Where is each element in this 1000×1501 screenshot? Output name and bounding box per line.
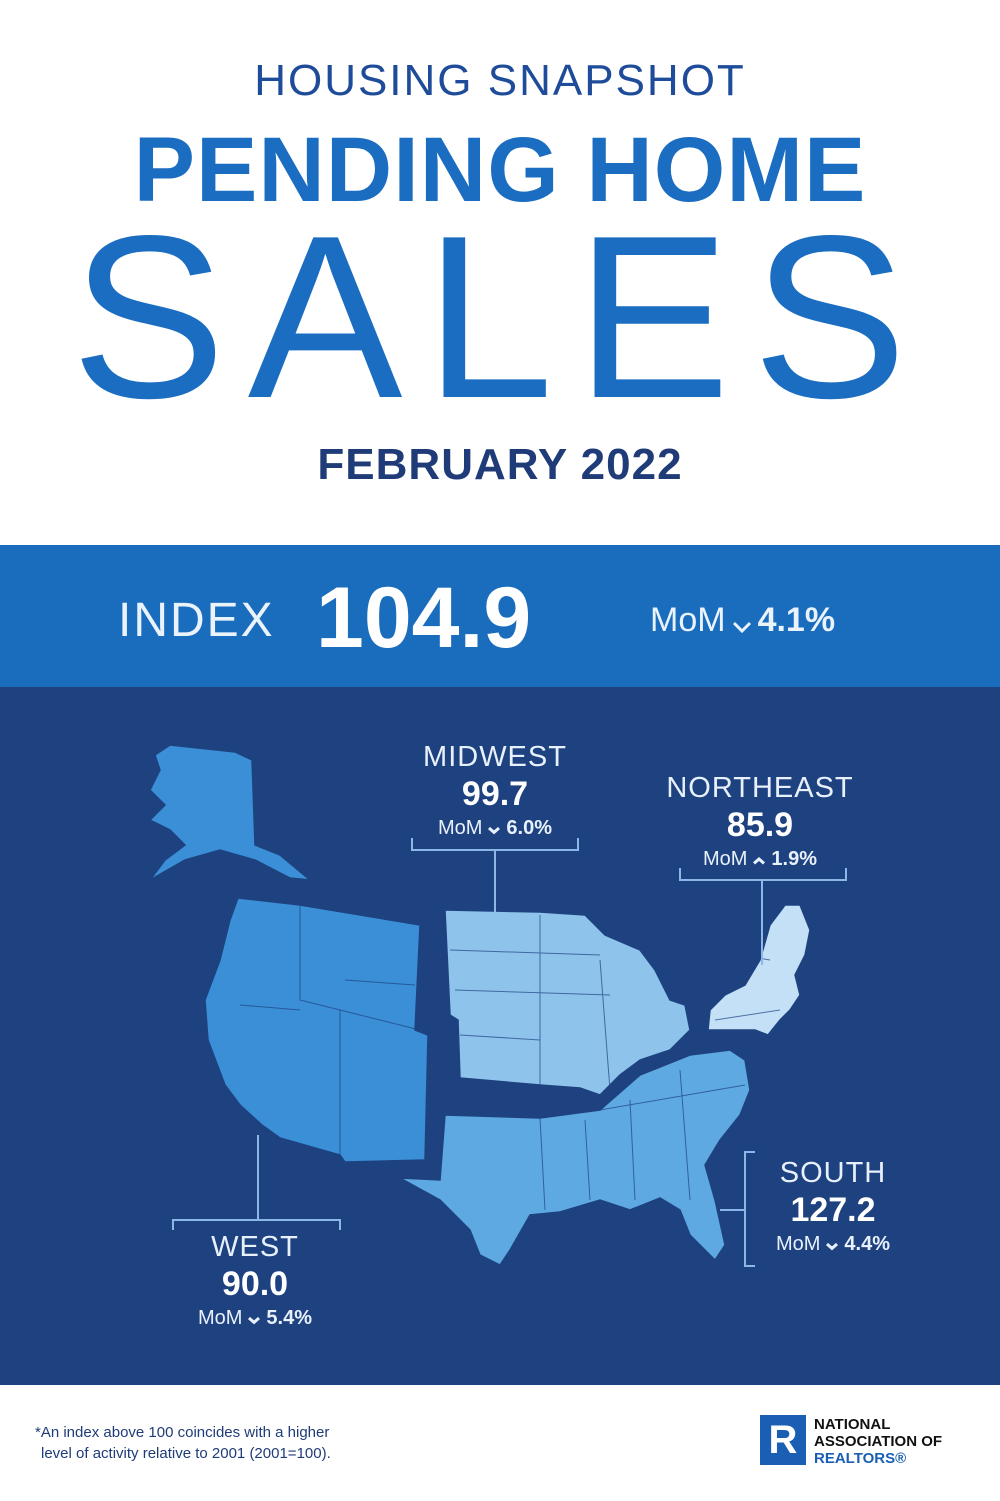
change-value: 4.1%	[757, 601, 836, 639]
region-change: MoM 1.9%	[640, 844, 880, 875]
region-change: MoM 5.4%	[135, 1303, 375, 1334]
chevron	[248, 1317, 261, 1325]
footnote-line: *An index above 100 coincides with a hig…	[35, 1424, 330, 1441]
title: PENDING HOME	[133, 119, 867, 221]
index-banner: INDEX 104.9 MoM 4.1%	[0, 545, 1000, 687]
footnote-line: level of activity relative to 2001 (2001…	[41, 1445, 331, 1462]
map	[148, 744, 847, 1267]
map-panel: MIDWEST 99.7 MoM 6.0% NORTHEAST 85.9 MoM 1.9% …	[0, 687, 1000, 1385]
region-name: NORTHEAST	[666, 772, 854, 804]
region-west: WEST 90.0 MoM 5.4%	[135, 1229, 375, 1334]
region-value: 85.9	[726, 806, 794, 844]
region-value: 99.7	[461, 775, 529, 813]
change-value: 1.9%	[771, 848, 818, 870]
chevron	[826, 1243, 839, 1251]
region-value: 127.2	[790, 1191, 876, 1229]
change-value: 5.4%	[266, 1307, 313, 1329]
arrow	[825, 1230, 839, 1260]
logo-line: NATIONAL	[814, 1416, 891, 1433]
region-value: 90.0	[221, 1265, 289, 1303]
change-value: 6.0%	[506, 817, 553, 839]
region-name: WEST	[211, 1231, 299, 1263]
chevron	[753, 857, 766, 865]
logo-mark: R	[760, 1415, 806, 1465]
region-northeast: NORTHEAST 85.9 MoM 1.9%	[640, 770, 880, 875]
change-value: 4.4%	[844, 1233, 891, 1255]
period: FEBRUARY 2022	[317, 440, 683, 489]
change-label: MoM	[702, 848, 748, 870]
index-change: MoM 4.1%	[650, 601, 835, 642]
midwest-region	[444, 909, 691, 1096]
region-midwest: MIDWEST 99.7 MoM 6.0%	[375, 739, 615, 844]
region-south: SOUTH 127.2 MoM 4.4%	[713, 1155, 953, 1260]
arrow	[247, 1304, 261, 1334]
chevron	[488, 827, 501, 835]
change-label: MoM	[775, 1233, 821, 1255]
index-value: 104.9	[316, 570, 532, 666]
region-change: MoM 4.4%	[713, 1229, 953, 1260]
logo-text: NATIONAL ASSOCIATION OF REALTORS®	[814, 1416, 942, 1467]
alaska	[148, 744, 313, 881]
leader-lines	[172, 838, 847, 1267]
kicker: HOUSING SNAPSHOT	[254, 56, 746, 105]
logo-line: REALTORS®	[814, 1450, 907, 1467]
change-label: MoM	[437, 817, 483, 839]
footnote: *An index above 100 coincides with a hig…	[35, 1422, 331, 1464]
west-region	[204, 897, 429, 1163]
region-change: MoM 6.0%	[375, 813, 615, 844]
title-big: SALES	[71, 188, 929, 447]
region-name: SOUTH	[779, 1157, 887, 1189]
state-lines	[239, 905, 781, 1211]
chevron	[732, 621, 751, 633]
arrow	[487, 814, 501, 844]
region-name: MIDWEST	[423, 741, 567, 773]
logo-line: ASSOCIATION OF	[814, 1433, 943, 1450]
arrow	[732, 603, 752, 642]
northeast-region	[707, 904, 811, 1036]
change-label: MoM	[197, 1307, 243, 1329]
index-label: INDEX	[118, 594, 275, 647]
change-label: MoM	[650, 601, 726, 639]
south-region	[399, 1049, 751, 1266]
arrow	[752, 845, 766, 875]
